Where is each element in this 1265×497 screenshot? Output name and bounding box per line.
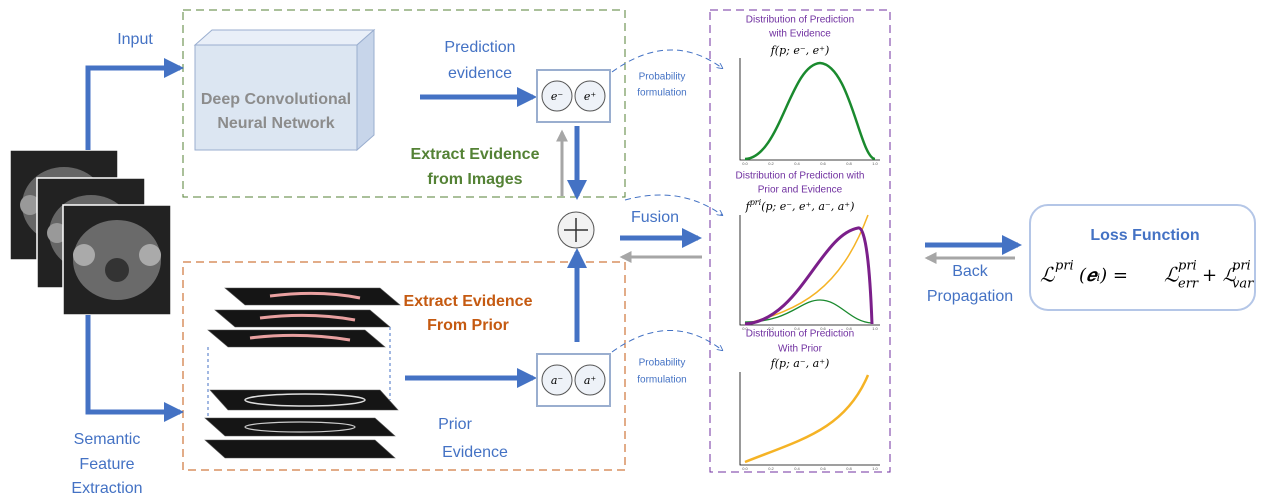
- prior-circle: [574, 364, 606, 396]
- prior-evidence-box: [182, 261, 626, 471]
- plot-title: Distribution of Prediction: [746, 329, 854, 340]
- axis-tick-label: 0.6: [820, 466, 826, 471]
- formula-part: ℒ: [1164, 263, 1179, 287]
- fusion-node: [557, 211, 595, 249]
- semantic-label: Feature: [79, 456, 134, 473]
- mri-stack: [9, 149, 172, 316]
- axis-tick-label: 0.2: [768, 466, 774, 471]
- extract-prior-label: Extract Evidence: [404, 293, 533, 310]
- axis-tick-label: 0.6: [820, 326, 826, 331]
- plot-curve: [744, 299, 873, 324]
- axis-tick-label: 0.2: [768, 326, 774, 331]
- network-label: Deep Convolutional: [201, 91, 351, 108]
- formula-part: pri: [750, 198, 762, 207]
- formula-part: var: [1232, 277, 1254, 292]
- probability-label: formulation: [637, 88, 686, 99]
- plot-title: With Prior: [778, 344, 823, 355]
- plot-formula: fpri(p; e⁻, e⁺, a⁻, a⁺): [745, 198, 855, 213]
- prior-slices: [204, 287, 401, 459]
- plot-axes: [739, 58, 880, 161]
- semantic-label: Semantic: [74, 431, 141, 448]
- semantic-label: Extraction: [71, 480, 142, 497]
- axis-tick-label: 0.8: [846, 161, 852, 166]
- axis-tick-label: 0.0: [742, 326, 748, 331]
- axis-tick-label: 0.4: [794, 466, 800, 471]
- plot-curve: [744, 61, 876, 161]
- prediction-label: Prediction: [444, 39, 515, 56]
- fusion-label: Fusion: [631, 209, 679, 226]
- formula-part: f: [745, 200, 752, 213]
- loss-title: Loss Function: [1090, 227, 1199, 244]
- prior-evidence-label: Prior: [438, 416, 472, 433]
- axis-tick-label: 1.0: [872, 161, 878, 166]
- network-box: [193, 28, 376, 152]
- plot-curve: [744, 374, 870, 464]
- probability-label: formulation: [637, 375, 686, 386]
- dashed-curve: [611, 49, 722, 73]
- semantic-arrow: [85, 315, 184, 422]
- plot-axes: [739, 372, 880, 466]
- prediction-label: evidence: [448, 65, 512, 82]
- axis-tick-label: 0.8: [846, 466, 852, 471]
- extract-images-label: from Images: [427, 171, 522, 188]
- plot-formula: f(p; e⁻, e⁺): [770, 44, 830, 57]
- axis-tick-label: 0.2: [768, 161, 774, 166]
- axis-tick-label: 0.8: [846, 326, 852, 331]
- prior-symbol: a⁺: [584, 374, 597, 387]
- evidence-symbol: e⁺: [584, 90, 597, 103]
- formula-part: pri: [1178, 259, 1197, 274]
- image-evidence-box: [182, 9, 626, 198]
- axis-tick-label: 1.0: [872, 466, 878, 471]
- plot-title: Distribution of Prediction with: [736, 171, 865, 182]
- dashed-curve: [624, 194, 722, 215]
- axis-tick-label: 0.0: [742, 161, 748, 166]
- distribution-box: [709, 9, 891, 473]
- input-label: Input: [117, 31, 153, 48]
- plot-title: with Evidence: [768, 29, 831, 40]
- axis-tick-label: 0.6: [820, 161, 826, 166]
- formula-part: (𝒆ᵢ) =: [1079, 265, 1128, 286]
- probability-label: Probability: [639, 72, 686, 83]
- evidence-circle: [574, 80, 606, 112]
- loss-box: [1029, 204, 1256, 311]
- formula-part: + ℒ: [1202, 265, 1237, 286]
- formula-part: err: [1178, 277, 1199, 292]
- plot-curve: [744, 226, 874, 326]
- evidence-symbol: e⁻: [551, 90, 564, 103]
- backprop-label: Propagation: [927, 288, 1013, 305]
- axis-tick-label: 0.4: [794, 161, 800, 166]
- evidence-circle: [541, 80, 573, 112]
- input-arrow: [85, 58, 184, 150]
- prior-circle: [541, 364, 573, 396]
- formula-part: pri: [1232, 259, 1251, 274]
- extract-images-label: Extract Evidence: [411, 146, 540, 163]
- axis-tick-label: 1.0: [872, 326, 878, 331]
- axis-tick-label: 0.0: [742, 466, 748, 471]
- formula-part: pri: [1055, 259, 1074, 274]
- plot-formula: f(p; a⁻, a⁺): [770, 357, 830, 370]
- plot-title: Prior and Evidence: [758, 185, 843, 196]
- prior-evidence-label: Evidence: [442, 444, 508, 461]
- loss-formula: ℒ pri (𝒆ᵢ) = ℒ pri err + ℒ pri var: [1040, 259, 1254, 292]
- plot-title: Distribution of Prediction: [746, 15, 854, 26]
- plot-ticks: 0.0 0.2 0.4 0.6 0.8 1.0 0.0 0.2 0.4 0.6 0.8 1.0 0.0 0…: [742, 161, 878, 471]
- plot-axes: [739, 215, 880, 326]
- backprop-label: Back: [952, 263, 989, 280]
- network-label: Neural Network: [217, 115, 334, 132]
- formula-part: (p; e⁻, e⁺, a⁻, a⁺): [761, 200, 854, 213]
- prior-symbol: a⁻: [551, 374, 564, 387]
- extract-prior-label: From Prior: [427, 317, 509, 334]
- probability-label: Probability: [639, 358, 686, 369]
- axis-tick-label: 0.4: [794, 326, 800, 331]
- dashed-curve: [611, 330, 722, 353]
- formula-part: ℒ: [1040, 263, 1055, 287]
